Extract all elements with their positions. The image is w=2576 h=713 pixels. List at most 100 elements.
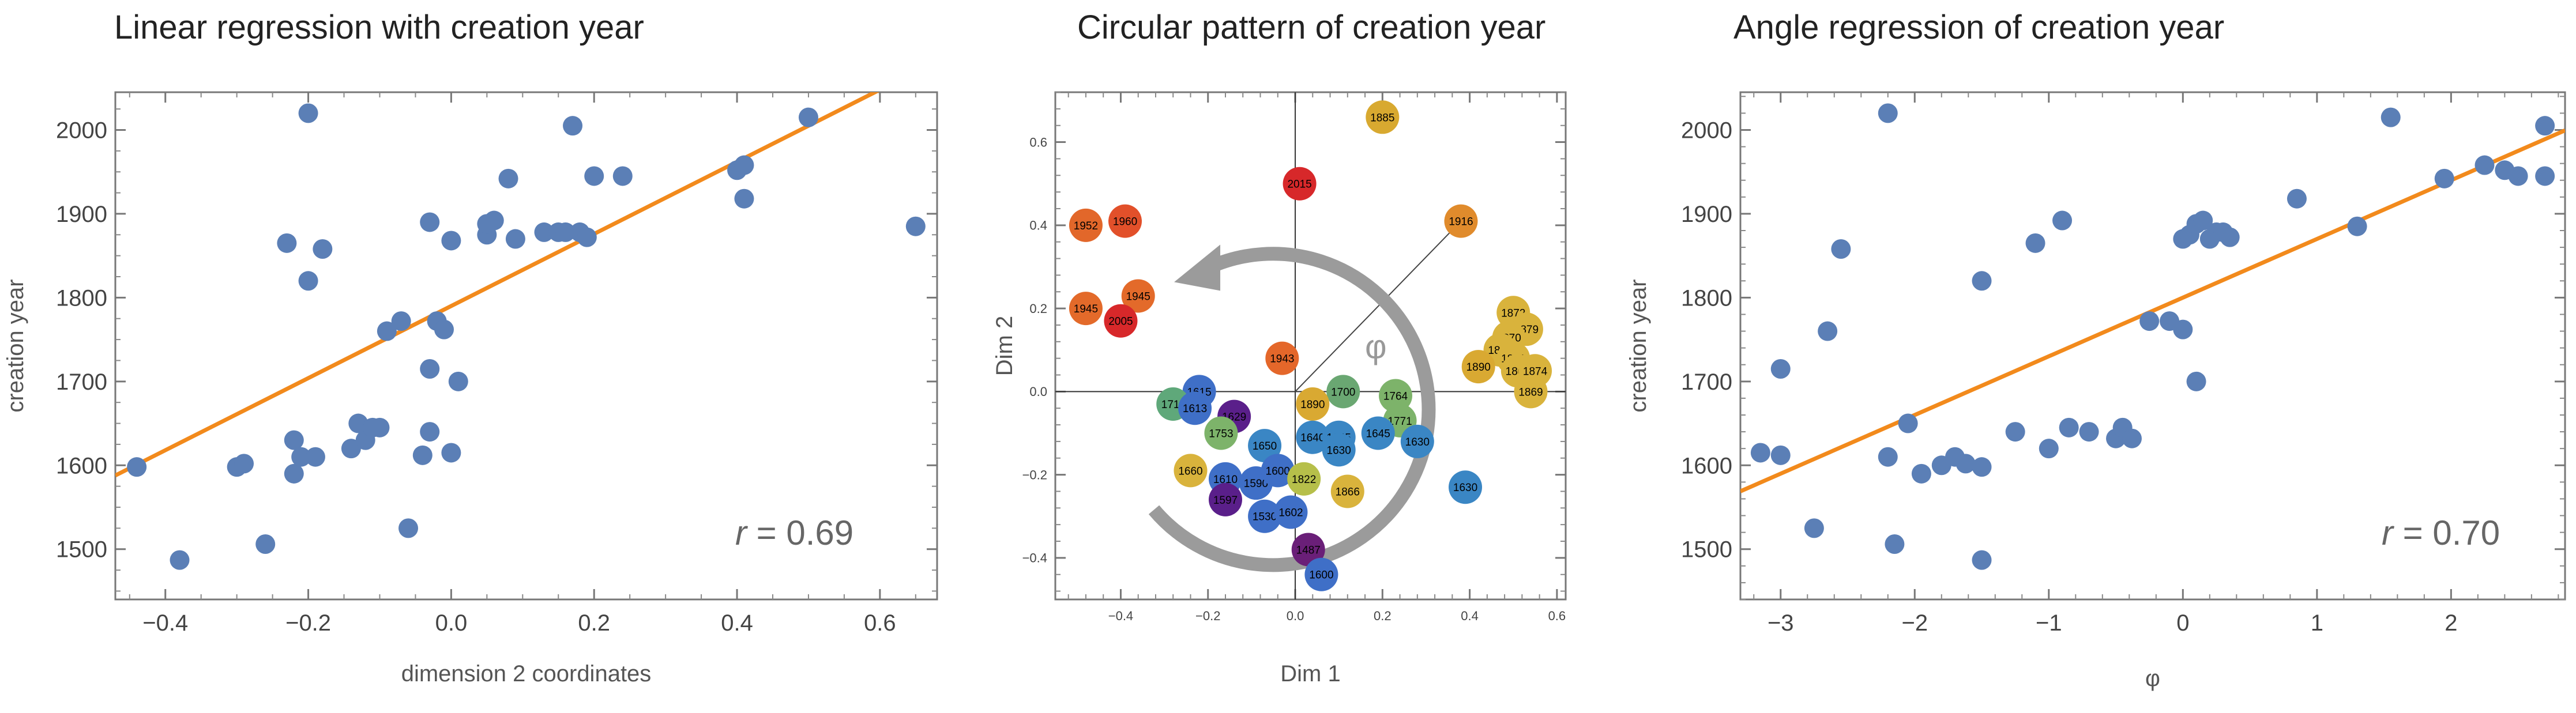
- data-point: [2186, 371, 2206, 391]
- data-point: [2025, 233, 2045, 253]
- point-label: 1530: [1253, 511, 1277, 523]
- y-tick-label: 1700: [1681, 369, 1732, 395]
- data-point: [1104, 304, 1138, 338]
- chart-title-linear: Linear regression with creation year: [114, 9, 644, 46]
- chart-panel-circular: Circular pattern of creation year −0.4 −0…: [957, 0, 1615, 713]
- y-tick-label: 1500: [56, 537, 107, 563]
- x-tick-label: 0.2: [578, 610, 610, 636]
- data-point: [255, 534, 276, 554]
- data-point: [1972, 457, 1992, 477]
- data-point: [1248, 499, 1282, 533]
- data-point: [127, 457, 147, 477]
- point-label: 1890: [1466, 361, 1491, 374]
- data-point: [1248, 429, 1282, 463]
- data-point: [505, 229, 525, 249]
- data-point: [563, 116, 583, 136]
- phi-symbol: φ: [1365, 329, 1387, 366]
- data-point: [1461, 350, 1495, 384]
- data-point: [277, 233, 297, 253]
- point-label: 1597: [1213, 495, 1238, 507]
- point-label: 1600: [1266, 465, 1290, 477]
- x-tick-label: 0.2: [1374, 609, 1392, 623]
- point-label: 1866: [1336, 486, 1360, 498]
- data-point: [584, 166, 604, 186]
- data-point: [305, 447, 325, 467]
- data-point: [234, 454, 254, 474]
- data-point: [377, 321, 397, 341]
- x-axis-label: φ: [2145, 666, 2160, 691]
- x-tick-label: 0.6: [1548, 609, 1566, 623]
- point-label: 2005: [1108, 316, 1133, 328]
- data-point: [1898, 413, 1918, 433]
- y-tick-label: 0.0: [1029, 384, 1047, 399]
- y-tick-label: 1600: [56, 453, 107, 478]
- data-point: [577, 227, 597, 247]
- x-tick-label: 0: [2176, 610, 2189, 636]
- data-point: [612, 166, 633, 186]
- linear-regression-chart: −0.4 −0.2 0.0 0.2 0.4 0.6 1500 1600 1700 1800 1900…: [3, 91, 938, 686]
- x-axis-label: dimension 2 coordinates: [401, 661, 652, 686]
- angle-regression-chart: −3 −2 −1 0 1 2 1500 1600 1700 1800 1900 2000 φ creati…: [1626, 91, 2566, 691]
- data-point: [1265, 341, 1299, 375]
- data-point: [1330, 474, 1364, 508]
- data-point: [734, 188, 754, 209]
- data-point: [284, 463, 304, 484]
- y-tick-label: −0.4: [1022, 551, 1047, 565]
- data-point: [1204, 416, 1238, 450]
- data-point: [2475, 155, 2495, 175]
- chart-panel-angle: Angle regression of creation year −3 −2 −1…: [1626, 0, 2576, 713]
- x-tick-label: −0.4: [142, 610, 188, 636]
- data-point: [1296, 387, 1330, 421]
- correlation-value: = 0.70: [2393, 514, 2500, 552]
- data-point: [734, 155, 754, 175]
- regression-line: [1740, 128, 2565, 493]
- x-tick-label: −1: [2036, 610, 2062, 636]
- point-label: 1764: [1383, 391, 1408, 403]
- data-point: [2052, 210, 2073, 231]
- y-tick-label: 1500: [1681, 537, 1732, 563]
- data-point: [448, 371, 468, 391]
- data-point: [1366, 100, 1400, 134]
- plot-frame: [1054, 91, 1567, 601]
- data-point: [1361, 416, 1395, 450]
- data-point: [2193, 210, 2213, 231]
- y-tick-label: 0.6: [1029, 135, 1047, 149]
- correlation-annotation: r = 0.70: [2382, 514, 2500, 552]
- data-point: [534, 222, 554, 242]
- point-label: 1874: [1523, 365, 1548, 378]
- y-tick-label: 1800: [1681, 285, 1732, 311]
- y-tick-label: 1900: [56, 202, 107, 227]
- point-label: 1645: [1366, 428, 1390, 440]
- data-point: [1326, 375, 1360, 409]
- data-point: [1804, 518, 1824, 538]
- data-point: [1174, 454, 1208, 488]
- data-point: [1287, 462, 1321, 496]
- data-point: [1770, 359, 1791, 379]
- data-point: [391, 311, 411, 331]
- data-point: [298, 103, 318, 123]
- correlation-value: = 0.69: [747, 514, 853, 552]
- data-point: [2220, 227, 2240, 247]
- data-point: [484, 210, 504, 231]
- data-point: [1261, 454, 1295, 488]
- data-point: [2005, 422, 2025, 442]
- data-point: [2173, 319, 2193, 339]
- point-label: 1610: [1213, 474, 1238, 486]
- point-label: 1487: [1296, 544, 1321, 556]
- data-point: [2535, 166, 2555, 186]
- data-point: [1178, 391, 1212, 425]
- data-point: [1291, 533, 1325, 567]
- data-point: [291, 447, 311, 467]
- y-axis-label: creation year: [1626, 279, 1651, 412]
- data-point: [1770, 445, 1791, 465]
- data-point: [1444, 204, 1478, 238]
- point-label: 1650: [1253, 440, 1277, 452]
- y-tick-label: 0.2: [1029, 301, 1047, 316]
- data-point: [798, 107, 818, 127]
- chart-panel-linear: Linear regression with creation year −0.…: [0, 0, 938, 713]
- x-tick-label: 1: [2311, 610, 2323, 636]
- correlation-symbol: r: [2382, 514, 2394, 552]
- data-point: [1322, 433, 1356, 467]
- data-point: [1878, 103, 1898, 123]
- y-tick-label: 1600: [1681, 453, 1732, 478]
